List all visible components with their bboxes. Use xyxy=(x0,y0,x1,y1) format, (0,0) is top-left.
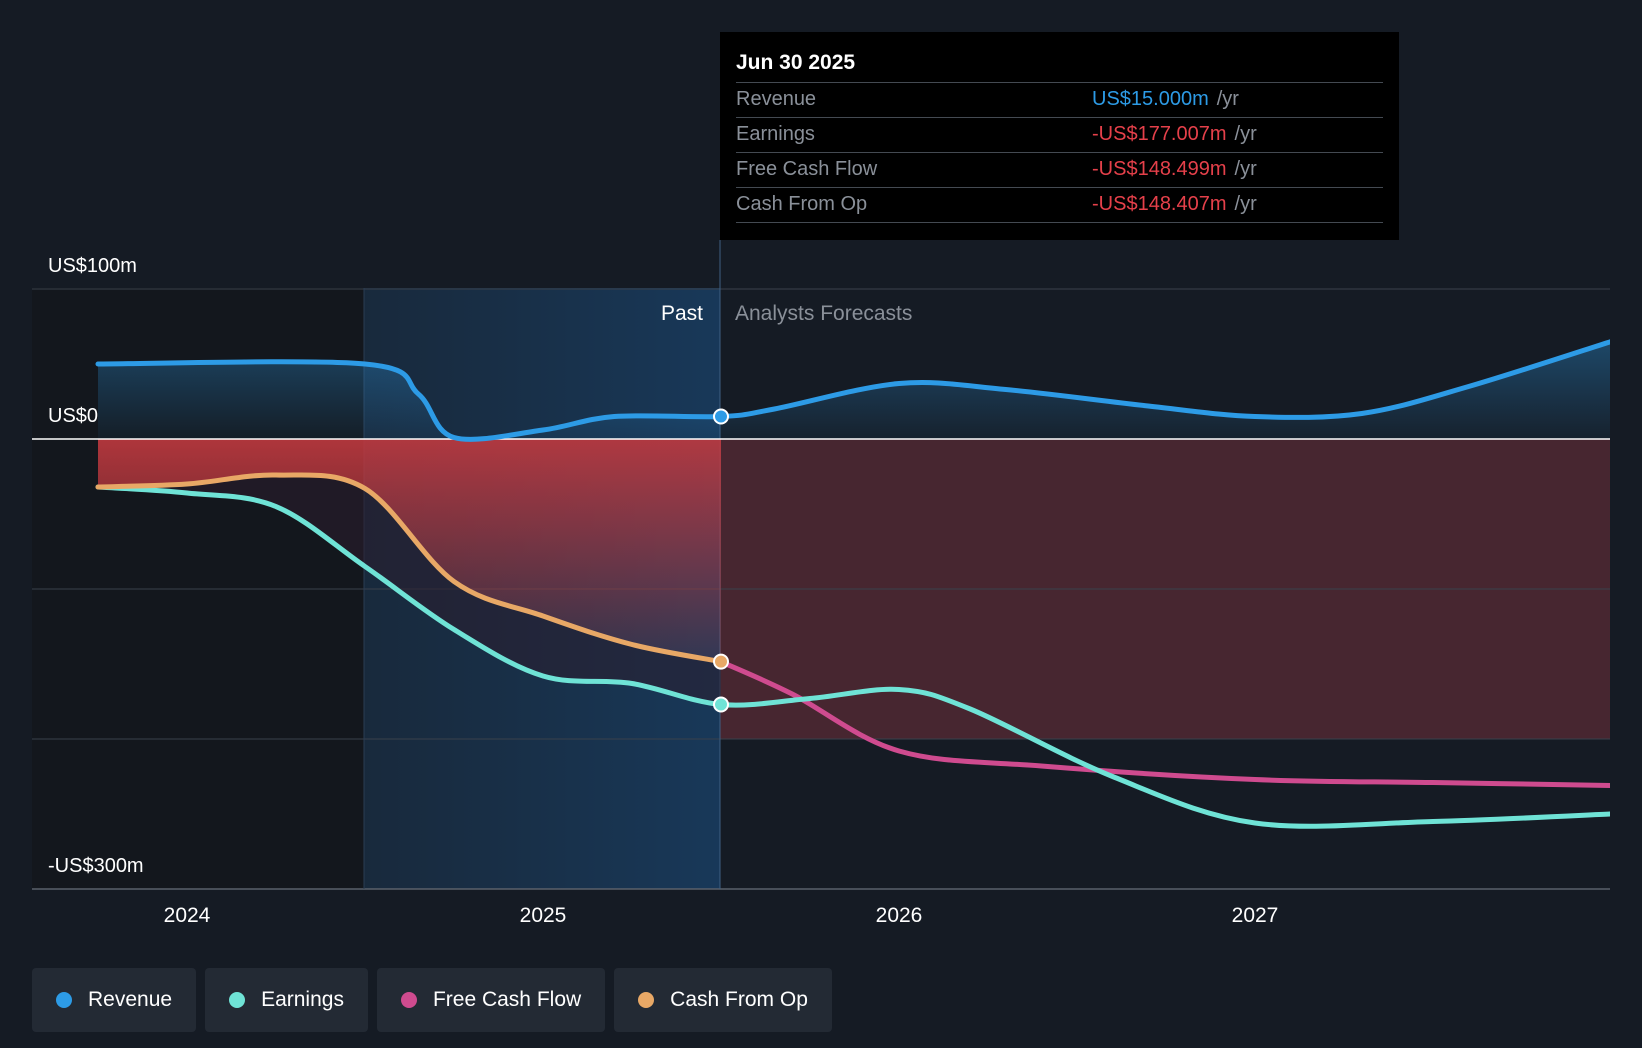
tooltip-label: Cash From Op xyxy=(736,193,868,215)
y-label-top: US$100m xyxy=(48,255,137,277)
tooltip-unit: /yr xyxy=(1234,193,1257,215)
tooltip-unit: /yr xyxy=(1216,88,1239,110)
legend-label: Earnings xyxy=(261,988,344,1011)
tooltip-date: Jun 30 2025 xyxy=(736,48,1383,83)
y-label-bottom: -US$300m xyxy=(48,855,144,877)
legend-label: Free Cash Flow xyxy=(432,988,582,1011)
legend-item-revenue[interactable]: Revenue xyxy=(32,968,197,1032)
x-tick-2025: 2025 xyxy=(520,904,567,927)
legend-label: Cash From Op xyxy=(670,988,808,1011)
tooltip-row-cash-from-op: Cash From Op -US$148.407m /yr xyxy=(736,188,1383,223)
revenue-dot-icon xyxy=(56,992,72,1008)
tooltip-value: US$15.000m xyxy=(1092,88,1209,110)
revenue-line xyxy=(95,339,1610,442)
legend-item-free-cash-flow[interactable]: Free Cash Flow xyxy=(376,968,606,1032)
tooltip-unit: /yr xyxy=(1234,123,1257,145)
tooltip-value: -US$148.499m xyxy=(1092,158,1227,180)
tooltip-unit: /yr xyxy=(1234,158,1257,180)
cash-from-op-marker[interactable] xyxy=(713,653,729,670)
x-tick-2024: 2024 xyxy=(164,904,211,927)
earnings-negative-area xyxy=(98,474,721,705)
free-cash-flow-dot-icon xyxy=(400,992,417,1008)
tooltip-row-revenue: Revenue US$15.000m /yr xyxy=(736,83,1383,118)
earnings-line xyxy=(95,484,1610,829)
past-label: Past xyxy=(661,302,703,325)
legend-item-earnings[interactable]: Earnings xyxy=(205,968,368,1032)
cash-from-op-dot-icon xyxy=(638,992,655,1008)
cash-from-op-line xyxy=(95,472,724,665)
revenue-area xyxy=(98,341,1610,440)
tooltip-value: -US$148.407m xyxy=(1092,193,1227,215)
tooltip-label: Revenue xyxy=(736,88,817,110)
cash-from-op-negative-area xyxy=(98,439,721,662)
earnings-marker[interactable] xyxy=(713,696,729,713)
y-label-zero: US$0 xyxy=(48,405,98,427)
forecast-label: Analysts Forecasts xyxy=(735,302,912,325)
x-tick-2027: 2027 xyxy=(1232,904,1279,927)
legend: Revenue Earnings Free Cash Flow Cash Fro… xyxy=(32,968,841,1032)
tooltip-row-earnings: Earnings -US$177.007m /yr xyxy=(736,118,1383,153)
legend-label: Revenue xyxy=(88,988,173,1011)
tooltip: Jun 30 2025 Revenue US$15.000m /yr Earni… xyxy=(720,32,1399,240)
tooltip-row-free-cash-flow: Free Cash Flow -US$148.499m /yr xyxy=(736,153,1383,188)
tooltip-label: Free Cash Flow xyxy=(736,158,878,180)
x-tick-2026: 2026 xyxy=(876,904,923,927)
free-cash-flow-line xyxy=(718,659,1610,788)
legend-item-cash-from-op[interactable]: Cash From Op xyxy=(614,968,832,1032)
tooltip-label: Earnings xyxy=(736,123,815,145)
earnings-dot-icon xyxy=(229,992,246,1008)
tooltip-value: -US$177.007m xyxy=(1092,123,1227,145)
revenue-marker[interactable] xyxy=(713,408,729,425)
